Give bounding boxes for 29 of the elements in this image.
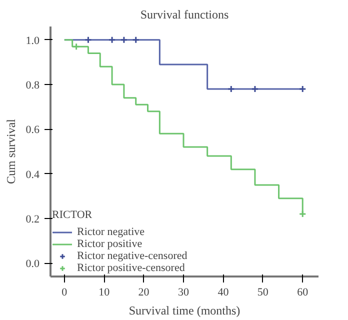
y-tick-label: 0.2 <box>26 213 40 226</box>
legend-label: Rictor positive <box>77 238 142 250</box>
point <box>251 85 259 93</box>
y-tick-label: 0.4 <box>26 168 40 181</box>
point <box>120 36 128 44</box>
x-axis-title: Survival time (months) <box>128 304 240 318</box>
point <box>72 42 80 50</box>
x-tick-label: 60 <box>297 286 309 298</box>
x-tick-label: 10 <box>98 286 110 298</box>
chart-title: Survival functions <box>140 8 229 22</box>
y-tick-label: 0.6 <box>26 124 40 136</box>
x-tick-label: 20 <box>138 286 150 298</box>
x-tick-label: 40 <box>218 286 230 298</box>
legend-title: RICTOR <box>52 209 94 221</box>
x-tick-label: 50 <box>257 286 269 298</box>
point <box>84 36 92 44</box>
point <box>108 36 116 44</box>
point <box>132 36 140 44</box>
x-tick-label: 30 <box>178 286 190 298</box>
legend-label: Rictor negative <box>77 226 145 238</box>
y-tick-label: 0.0 <box>26 258 40 270</box>
point <box>298 85 306 93</box>
point <box>227 85 235 93</box>
legend-label: Rictor negative-censored <box>77 250 188 262</box>
y-tick-label: 0.8 <box>26 80 40 92</box>
y-tick-label: 1.0 <box>26 34 40 47</box>
y-axis-title: Cum survival <box>4 118 18 184</box>
legend-label: Rictor positive-censored <box>77 262 185 274</box>
x-tick-label: 0 <box>62 286 68 298</box>
